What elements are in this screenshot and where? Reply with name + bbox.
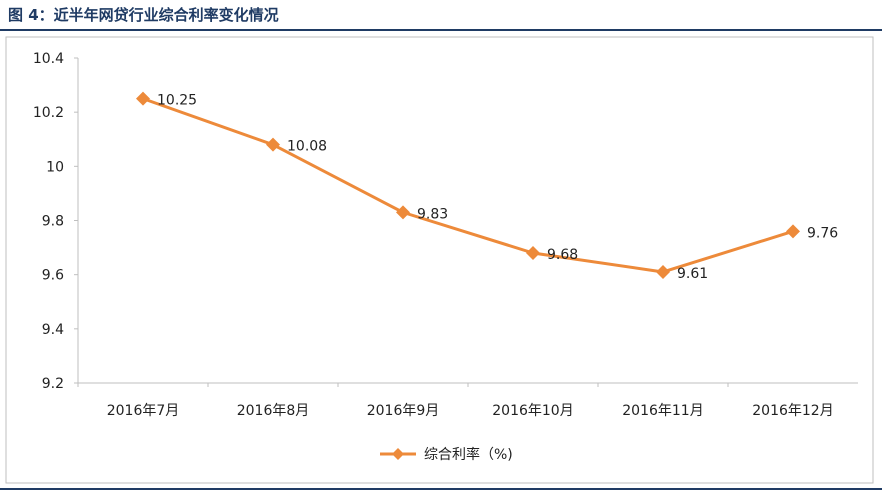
y-tick-label: 10 [46,159,64,175]
data-label: 10.25 [157,93,197,109]
data-point-marker [656,264,670,279]
y-tick-label: 10.4 [33,51,64,67]
y-tick-label: 9.6 [42,268,64,284]
x-tick-label: 2016年8月 [237,403,310,419]
y-tick-label: 9.8 [42,214,64,230]
x-tick-label: 2016年11月 [622,403,703,419]
y-tick-label: 9.2 [42,376,64,392]
bottom-rule [0,488,882,490]
x-tick-label: 2016年10月 [492,403,573,419]
data-label: 10.08 [287,139,327,155]
data-point-marker [266,137,280,152]
y-tick-label: 9.4 [42,322,64,338]
y-tick-label: 10.2 [33,105,64,121]
y-axis: 9.2 9.4 9.6 9.8 10 10.2 10.4 [33,51,79,392]
data-point-marker [786,224,800,239]
data-point-marker [526,246,540,260]
legend-label: 综合利率（%) [424,446,513,463]
x-axis: 2016年7月 2016年8月 2016年9月 2016年10月 2016年11月 201… [77,382,858,419]
chart-frame [5,36,874,484]
x-tick-label: 2016年9月 [367,403,440,419]
title-rule [0,29,882,31]
x-tick-label: 2016年12月 [752,403,833,419]
figure-title: 图 4：近半年网贷行业综合利率变化情况 [8,6,279,24]
x-tick-label: 2016年7月 [107,403,180,419]
legend-marker [392,448,404,460]
legend: 综合利率（%) [380,446,513,463]
series-group: 10.25 10.08 9.83 9.68 9.61 9.76 [136,91,838,282]
data-point-marker [396,205,410,220]
series-line [142,97,794,274]
data-label: 9.68 [547,247,578,263]
data-point-marker [136,91,150,106]
data-label: 9.61 [677,266,708,282]
data-label: 9.83 [417,206,448,222]
data-label: 9.76 [807,225,838,241]
